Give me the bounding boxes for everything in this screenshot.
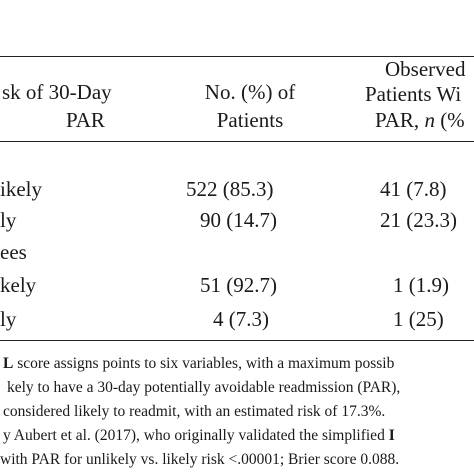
footnote-line-3: considered likely to readmit, with an es… [3,403,386,420]
header-observed-line3: PAR, n (% [375,108,465,132]
header-observed-line3-suffix: (% [434,108,465,132]
row-count: 90 (14.7) [200,208,277,232]
footnote-line-4: y Aubert et al. (2017), who originally v… [3,426,395,445]
header-observed-line3-prefix: PAR, [375,108,425,132]
row-label: ly [0,307,17,331]
header-risk-line2: PAR [66,108,105,132]
header-count-line2: Patients [216,108,284,132]
footnote-line-4-text: y Aubert et al. (2017), who originally v… [3,427,389,444]
row-observed: 1 (1.9) [393,273,449,297]
header-observed-line3-n: n [424,108,435,132]
table-top-rule [0,56,474,57]
table-bottom-rule [0,340,474,341]
header-risk-line1: sk of 30-Day [2,80,112,104]
row-count: 51 (92.7) [200,273,277,297]
footnote-line-2: kely to have a 30-day potentially avoida… [7,379,401,396]
footnote-line-4-bold: I [388,427,395,444]
row-observed: 41 (7.8) [380,177,447,201]
table-header-rule [0,141,474,142]
footnote-line-5: with PAR for unlikely vs. likely risk <.… [0,451,400,468]
row-count: 4 (7.3) [213,307,269,331]
row-label: ikely [0,177,42,201]
header-observed-line2: Patients Wi [365,82,462,106]
header-count-line1: No. (%) of [204,80,296,104]
row-label: kely [0,273,37,297]
footnote-line-1: L score assigns points to six variables,… [3,354,394,373]
group-label: ees [0,240,27,264]
row-observed: 1 (25) [393,307,444,331]
row-count: 522 (85.3) [186,177,274,201]
row-label: ly [0,208,17,232]
row-observed: 21 (23.3) [380,208,457,232]
footnote-line-1-bold: L [3,355,14,372]
footnote-line-1-text: score assigns points to six variables, w… [13,355,395,372]
header-observed-line1: Observed [385,57,466,81]
